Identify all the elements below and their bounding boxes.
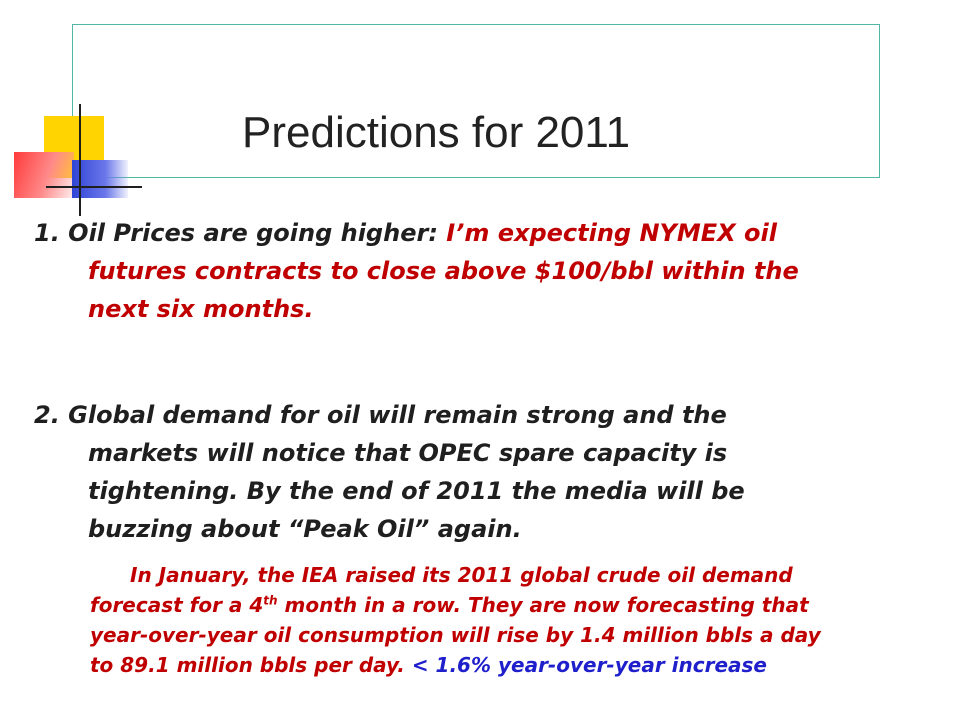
decor-red-square — [14, 152, 74, 198]
iea-note-line-1: In January, the IEA raised its 2011 glob… — [130, 563, 793, 587]
title-frame — [72, 24, 880, 178]
prediction-1: 1. Oil Prices are going higher: I’m expe… — [34, 214, 799, 328]
prediction-2-line-4: buzzing about “Peak Oil” again. — [88, 515, 522, 543]
decor-horizontal-line — [46, 186, 142, 188]
prediction-2: 2. Global demand for oil will remain str… — [34, 396, 745, 548]
slide-title: Predictions for 2011 — [242, 108, 631, 157]
iea-note-line-4-text: to 89.1 million bbls per day. — [90, 653, 405, 677]
prediction-2-line-3: tightening. By the end of 2011 the media… — [88, 477, 745, 505]
iea-note: In January, the IEA raised its 2011 glob… — [90, 560, 821, 680]
iea-note-line-2-start: forecast for a 4 — [90, 593, 264, 617]
prediction-1-lead: 1. Oil Prices are going higher: — [34, 219, 438, 247]
prediction-1-text: I’m expecting NYMEX oil — [446, 219, 777, 247]
decor-blue-square — [72, 160, 128, 198]
iea-note-line-2: forecast for a 4th month in a row. They … — [90, 590, 821, 620]
iea-note-line-4: to 89.1 million bbls per day. < 1.6% yea… — [90, 650, 821, 680]
ordinal-suffix: th — [263, 593, 278, 608]
decor-vertical-line — [79, 104, 81, 216]
prediction-1-line-2: futures contracts to close above $100/bb… — [88, 257, 799, 285]
iea-note-line-3: year-over-year oil consumption will rise… — [90, 623, 821, 647]
increase-highlight: < 1.6% year-over-year increase — [411, 653, 767, 677]
prediction-1-line-1: 1. Oil Prices are going higher: I’m expe… — [34, 214, 799, 252]
iea-note-line-2-end: month in a row. They are now forecasting… — [277, 593, 809, 617]
prediction-2-line-1: 2. Global demand for oil will remain str… — [34, 401, 727, 429]
prediction-1-line-3: next six months. — [88, 295, 314, 323]
prediction-2-line-2: markets will notice that OPEC spare capa… — [88, 439, 728, 467]
